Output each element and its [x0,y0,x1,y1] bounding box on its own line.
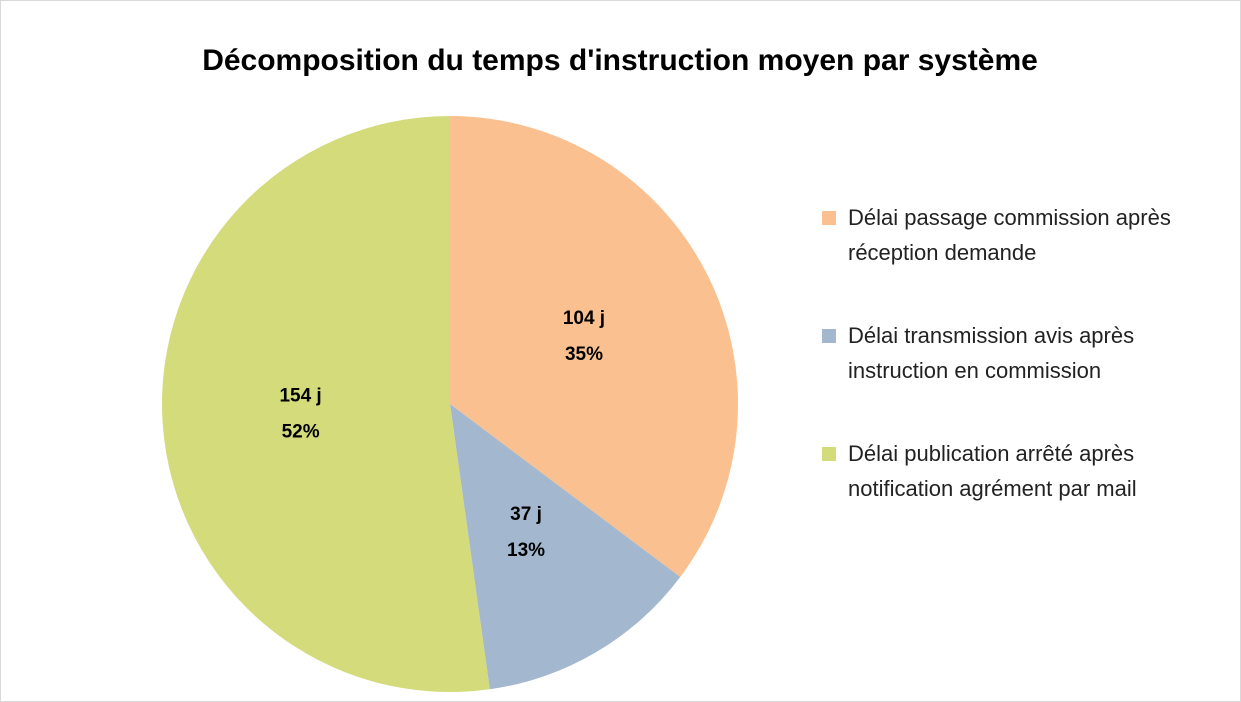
legend-swatch [822,447,836,461]
value-label: 154 j [279,385,321,406]
legend-label: Délai passage commission après réception… [848,205,1171,265]
percentage-label: 35% [565,344,603,365]
pie-slice [450,404,681,690]
legend-swatch [822,329,836,343]
legend-label: Délai transmission avis après instructio… [848,323,1135,383]
pie-slice [162,116,490,692]
chart-title: Décomposition du temps d'instruction moy… [202,44,1038,77]
legend-item: Délai passage commission après réception… [822,200,1238,318]
value-label: 37 j [510,504,542,525]
pie-slice [450,116,738,577]
legend-item: Délai publication arrêté après notificat… [822,436,1238,554]
percentage-label: 13% [507,540,545,561]
legend-swatch [822,211,836,225]
legend-item: Délai transmission avis après instructio… [822,318,1238,436]
value-label: 104 j [563,308,605,329]
percentage-label: 52% [282,421,320,442]
legend: Délai passage commission après réception… [822,200,1232,554]
legend-label: Délai publication arrêté après notificat… [848,441,1137,501]
